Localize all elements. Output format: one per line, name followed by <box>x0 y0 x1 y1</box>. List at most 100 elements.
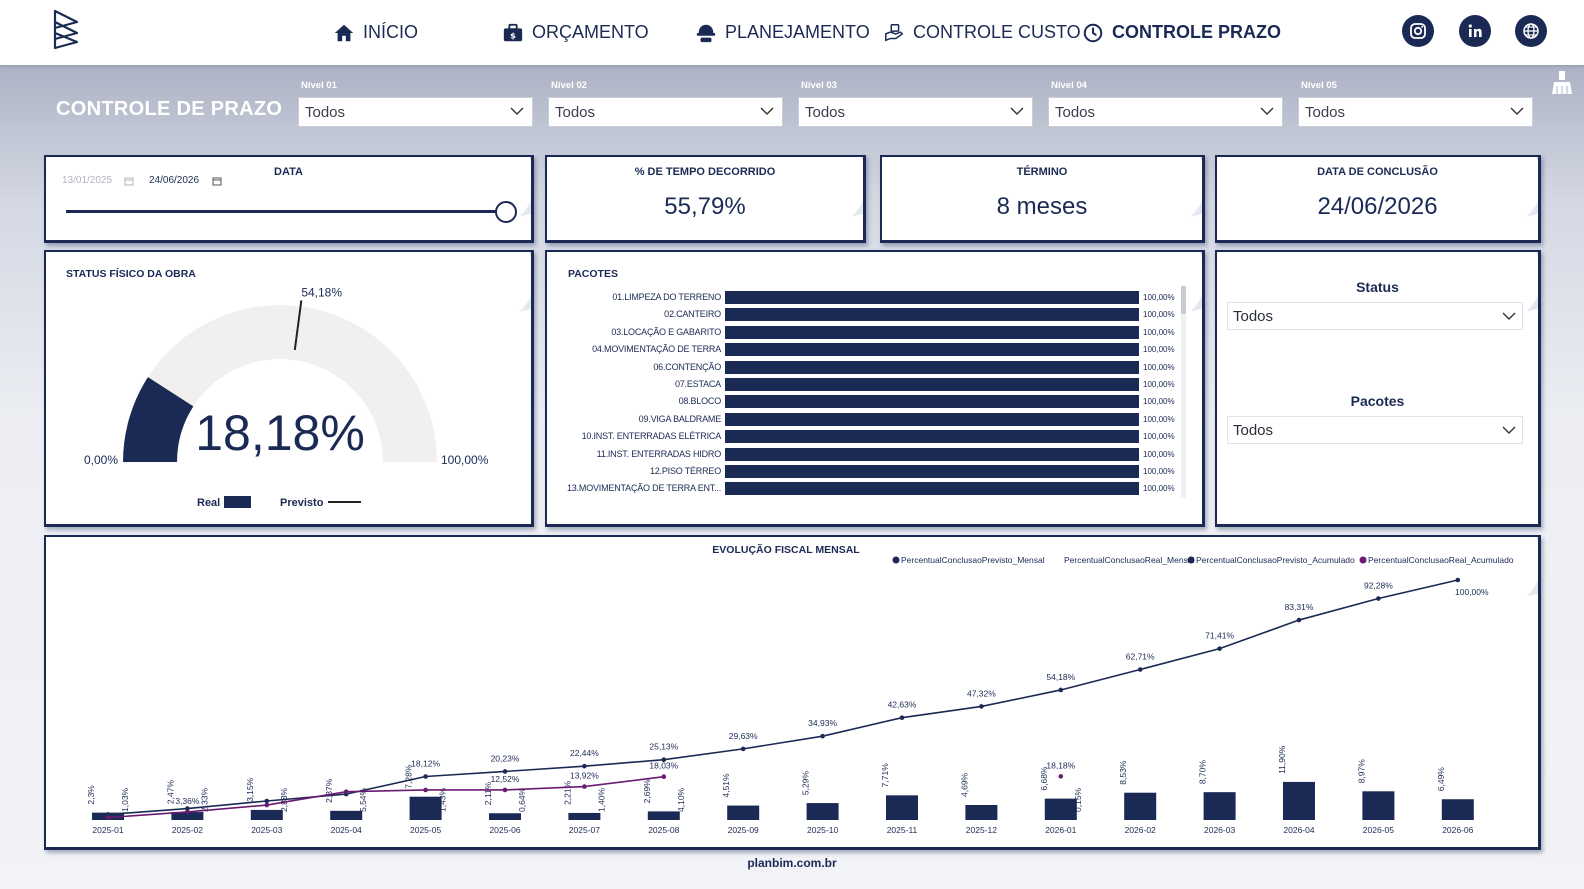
website-link[interactable] <box>1515 15 1547 47</box>
point-label-PercentualConclusaoPrevisto_Acumulado: 100,00% <box>1455 587 1489 597</box>
date-slicer-title: DATA <box>274 166 303 178</box>
pacote-bar[interactable] <box>725 325 1139 339</box>
gauge-title: STATUS FÍSICO DA OBRA <box>66 268 196 280</box>
pacote-row[interactable]: 10.INST. ENTERRADAS ELÉTRICA 100,00% <box>547 429 1187 446</box>
bar-previsto-mensal-label: 7,28% <box>404 764 414 789</box>
chart-legend: PercentualConclusaoPrevisto_Mensal Percen… <box>892 555 1514 565</box>
x-tick-label: 2025-12 <box>966 825 997 835</box>
pacote-bar[interactable] <box>725 447 1139 461</box>
pacote-bar[interactable] <box>725 430 1139 444</box>
calendar-icon[interactable] <box>212 176 222 186</box>
instagram-link[interactable] <box>1402 15 1434 47</box>
pacote-label: 11.INST. ENTERRADAS HIDRO <box>596 448 722 459</box>
filter-nivel-05-label: Nível 05 <box>1301 80 1337 91</box>
pacote-row[interactable]: 08.BLOCO 100,00% <box>547 394 1187 411</box>
date-end-input[interactable]: 24/06/2026 <box>149 175 200 186</box>
point-label-PercentualConclusaoPrevisto_Acumulado: 42,63% <box>888 700 917 710</box>
pacote-bar[interactable] <box>725 343 1139 357</box>
pacote-bar[interactable] <box>725 395 1139 409</box>
pacote-label: 13.MOVIMENTAÇÃO DE TERRA ENT... <box>567 483 721 494</box>
pacotes-slicer-dropdown[interactable]: Todos <box>1227 416 1523 444</box>
line-PercentualConclusaoReal_Acumulado <box>107 775 664 819</box>
pacote-row[interactable]: 02.CANTEIRO 100,00% <box>547 307 1187 324</box>
planbim-logo-icon[interactable] <box>52 8 82 50</box>
pacote-label: 04.MOVIMENTAÇÃO DE TERRA <box>592 344 721 355</box>
footer-site-link[interactable]: planbim.com.br <box>747 856 837 870</box>
kpi-conclusion-card: DATA DE CONCLUSÃO 24/06/2026 <box>1215 155 1541 243</box>
pacotes-scrollbar[interactable] <box>1181 286 1186 498</box>
point-PercentualConclusaoPrevisto_Acumulado <box>899 715 905 720</box>
slicers-card: Status Todos Pacotes Todos <box>1215 250 1541 527</box>
point-PercentualConclusaoPrevisto_Acumulado <box>185 806 190 811</box>
bar-previsto-mensal-label: 8,53% <box>1118 760 1128 785</box>
pacote-row[interactable]: 01.LIMPEZA DO TERRENO 100,00% <box>547 290 1187 307</box>
filter-nivel-01-dropdown[interactable]: Todos <box>298 97 533 127</box>
kpi-conclusion-title: DATA DE CONCLUSÃO <box>1317 166 1438 178</box>
legend-dot <box>1187 556 1195 564</box>
bar-real-mensal-label: 1,40% <box>596 787 606 812</box>
pacote-row[interactable]: 07.ESTACA 100,00% <box>547 377 1187 394</box>
pacote-value: 100,00% <box>1143 432 1175 442</box>
linkedin-link[interactable] <box>1459 15 1491 47</box>
point-PercentualConclusaoPrevisto_Acumulado <box>1058 687 1064 693</box>
gauge-card: STATUS FÍSICO DA OBRA 54,18% 18,18% 0,00… <box>44 250 534 527</box>
filter-nivel-02-value: Todos <box>555 103 596 121</box>
pacote-row[interactable]: 06.CONTENÇÃO 100,00% <box>547 360 1187 377</box>
gauge-real-arc <box>123 377 194 462</box>
bar-previsto-mensal-label: 2,3% <box>86 785 96 805</box>
filter-nivel-02-label: Nível 02 <box>551 80 587 91</box>
date-range-slider[interactable] <box>66 210 506 213</box>
nav-controle-custo[interactable]: CONTROLE CUSTO <box>883 0 1081 65</box>
nav-orcamento[interactable]: $ ORÇAMENTO <box>502 0 649 65</box>
pacote-bar[interactable] <box>725 412 1139 426</box>
clear-filters-icon[interactable] <box>1550 70 1574 96</box>
page-title: CONTROLE DE PRAZO <box>56 98 283 120</box>
top-nav-bar: INÍCIO $ ORÇAMENTO PLANEJAMENTO CONTROLE… <box>0 0 1584 65</box>
filter-nivel-02-dropdown[interactable]: Todos <box>548 97 783 127</box>
pacote-bar[interactable] <box>725 482 1139 496</box>
pacote-bar[interactable] <box>725 360 1139 374</box>
bar-previsto-mensal <box>568 812 601 820</box>
pacote-label: 10.INST. ENTERRADAS ELÉTRICA <box>581 431 722 442</box>
pacote-bar[interactable] <box>725 291 1139 304</box>
filter-nivel-01-value: Todos <box>305 103 346 121</box>
nav-planejamento[interactable]: PLANEJAMENTO <box>695 0 870 65</box>
point-PercentualConclusaoReal_Acumulado <box>105 815 111 820</box>
globe-icon <box>1523 23 1539 39</box>
point-PercentualConclusaoReal_Acumulado <box>1058 774 1064 779</box>
pacote-row[interactable]: 04.MOVIMENTAÇÃO DE TERRA 100,00% <box>547 342 1187 359</box>
filter-nivel-05-value: Todos <box>1305 103 1346 121</box>
pacote-value: 100,00% <box>1143 397 1175 407</box>
pacote-label: 08.BLOCO <box>678 396 722 407</box>
point-label-PercentualConclusaoReal_Acumulado: 18,03% <box>649 761 678 771</box>
date-start-input[interactable]: 13/01/2025 <box>62 175 113 186</box>
x-tick-label: 2025-01 <box>92 825 123 835</box>
pacote-row[interactable]: 03.LOCAÇÃO E GABARITO 100,00% <box>547 325 1187 342</box>
pacote-row[interactable]: 11.INST. ENTERRADAS HIDRO 100,00% <box>547 447 1187 464</box>
pacote-row[interactable]: 09.VIGA BALDRAME 100,00% <box>547 412 1187 429</box>
point-label-PercentualConclusaoPrevisto_Acumulado: 47,32% <box>967 688 996 698</box>
filter-nivel-05-dropdown[interactable]: Todos <box>1298 97 1533 127</box>
pacote-value: 100,00% <box>1143 362 1175 372</box>
pacote-bar[interactable] <box>725 378 1139 391</box>
pacote-bar[interactable] <box>725 308 1139 322</box>
pacote-value: 100,00% <box>1143 414 1175 424</box>
pacote-row[interactable]: 12.PISO TÉRREO 100,00% <box>547 464 1187 481</box>
pacote-bar[interactable] <box>725 465 1139 478</box>
calendar-icon[interactable] <box>124 176 134 186</box>
bar-previsto-mensal <box>806 803 839 820</box>
nav-controle-prazo[interactable]: CONTROLE PRAZO <box>1082 0 1281 65</box>
filter-nivel-04-dropdown[interactable]: Todos <box>1048 97 1283 127</box>
chevron-down-icon <box>510 107 524 115</box>
status-slicer-dropdown[interactable]: Todos <box>1227 302 1523 330</box>
nav-inicio[interactable]: INÍCIO <box>333 0 418 65</box>
filter-nivel-03-dropdown[interactable]: Todos <box>798 97 1033 127</box>
date-range-slider-handle[interactable] <box>495 201 517 223</box>
filter-nivel-04-label: Nível 04 <box>1051 80 1087 91</box>
bar-previsto-mensal <box>1044 798 1077 820</box>
point-label-PercentualConclusaoPrevisto_Acumulado: 92,28% <box>1364 581 1393 591</box>
chevron-down-icon <box>1502 426 1516 434</box>
pacote-row[interactable]: 13.MOVIMENTAÇÃO DE TERRA ENT... 100,00% <box>547 481 1187 498</box>
bar-previsto-mensal <box>647 811 680 820</box>
pacotes-scrollbar-thumb[interactable] <box>1181 286 1186 314</box>
